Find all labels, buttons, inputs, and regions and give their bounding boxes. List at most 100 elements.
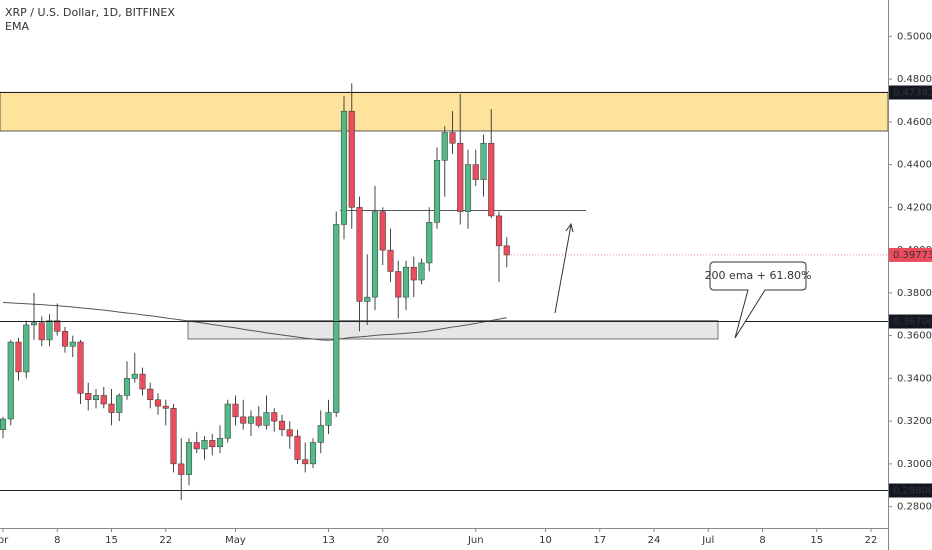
demand-zone (187, 320, 719, 340)
candle-body (116, 395, 123, 413)
candle-body (178, 463, 185, 475)
price-label-box (889, 314, 932, 329)
x-tick-label: 20 (376, 535, 389, 546)
candle-body (441, 132, 448, 161)
candle-body (340, 110, 348, 225)
candle-body (433, 160, 441, 223)
candle-body (495, 215, 503, 247)
price-label: 0.36700 (893, 317, 932, 328)
candle-body (379, 211, 386, 251)
candle-body (0, 418, 7, 430)
x-tick-label: 22 (159, 535, 172, 546)
callout-text: 200 ema + 61.80% (705, 269, 812, 282)
candle-body (387, 249, 394, 272)
candle-body (364, 296, 371, 302)
x-tick-label: May (225, 535, 246, 546)
candle-body (464, 164, 472, 212)
x-tick-label: Jul (701, 535, 714, 546)
candle-body (457, 142, 464, 212)
candle-body (38, 322, 45, 341)
candle-body (371, 211, 379, 298)
x-tick-label: pr (0, 535, 9, 546)
indicator-label: EMA (5, 20, 29, 33)
candle-body (333, 224, 340, 413)
x-tick-label: 8 (759, 535, 765, 546)
ema-line (2, 301, 507, 341)
candle-body (426, 222, 433, 264)
y-tick-label: 0.50000 (897, 31, 932, 42)
x-tick-label: 17 (593, 535, 606, 546)
candle-body (302, 459, 309, 465)
candle-body (488, 142, 495, 217)
candle-body (170, 408, 177, 465)
candle-body (30, 322, 38, 326)
candle-body (410, 266, 417, 281)
candle-body (271, 412, 278, 422)
candle-body (395, 271, 402, 298)
candle-body (286, 429, 293, 437)
candle-body (123, 378, 131, 396)
candle-body (255, 416, 262, 426)
candle-body (23, 324, 30, 373)
candle-body (209, 440, 216, 448)
candle-body (85, 393, 92, 400)
candle-body (54, 320, 61, 332)
x-tick-label: 24 (648, 535, 661, 546)
candle-body (402, 266, 410, 298)
last-price-label: 0.39773 (893, 250, 932, 261)
arrow-shaft (554, 224, 572, 314)
callout-box (709, 261, 807, 339)
drawings (0, 91, 889, 340)
candle-body (472, 164, 479, 180)
candle-body (232, 403, 239, 418)
candle-body (61, 331, 69, 347)
candle-body (92, 395, 100, 400)
candle-body (356, 207, 363, 302)
plot (0, 83, 510, 501)
candle-body (131, 373, 138, 379)
candle-body (503, 245, 510, 256)
candle-body (325, 412, 332, 426)
candle-body (216, 437, 224, 448)
candle-body (100, 395, 107, 405)
candle-body (77, 341, 84, 394)
candle-body (247, 416, 255, 424)
candle-body (154, 399, 162, 407)
candle-body (201, 440, 208, 450)
x-tick-label: 15 (105, 535, 118, 546)
candle-body (15, 341, 22, 373)
candle-body (294, 435, 301, 460)
candle-body (108, 403, 115, 413)
x-tick-label: Jun (467, 535, 484, 546)
x-tick-label: 8 (54, 535, 60, 546)
x-tick-label: 10 (539, 535, 552, 546)
price-label: 0.28800 (893, 486, 932, 497)
price-label-box (889, 483, 932, 498)
candle-body (193, 442, 200, 450)
chart-title: XRP / U.S. Dollar, 1D, BITFINEX (5, 6, 175, 19)
candle-body (263, 412, 270, 426)
candle-body (224, 403, 231, 439)
candle-body (240, 416, 247, 424)
candle-body (480, 142, 487, 180)
price-label: 0.47382 (893, 88, 932, 99)
candle-body (418, 262, 425, 281)
price-label-box (889, 85, 932, 100)
candle-body (139, 373, 146, 390)
last-price-box (889, 247, 932, 262)
candle-body (7, 341, 14, 420)
arrow-head (565, 222, 574, 233)
supply-zone (0, 91, 889, 132)
candle-body (278, 420, 286, 430)
candle-body (309, 442, 317, 465)
